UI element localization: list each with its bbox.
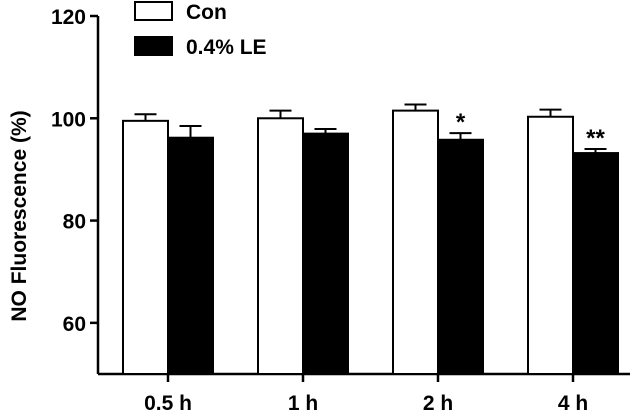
legend-item: 0.4% LE [134,36,267,59]
bar [122,119,169,376]
x-axis: 0.5 h 1 h 2 h 4 h [98,372,630,415]
y-axis: 60 80 100 120 [51,6,100,374]
legend: Con 0.4% LE [134,1,267,59]
legend-swatch [134,1,173,21]
y-tick-label: 60 [63,313,86,336]
bar [527,115,574,375]
bar-group: * [392,103,484,375]
y-tick-label: 80 [63,211,86,234]
significance-label: * [456,109,466,136]
x-tick-label: 1 h [288,392,318,415]
y-tick-label: 100 [51,108,86,131]
bar [392,109,439,375]
legend-label: Con [186,1,227,24]
bar-group [122,113,214,376]
legend-swatch [134,36,173,56]
y-axis-label: NO Fluorescence (%) [8,110,31,321]
legend-label: 0.4% LE [186,36,267,59]
bar-group [257,109,349,375]
x-tick-label: 2 h [423,392,453,415]
bar [572,152,619,375]
x-tick-label: 4 h [558,392,588,415]
bar [167,136,214,375]
y-tick-label: 120 [51,6,86,29]
legend-item: Con [134,1,227,24]
significance-label: ** [586,125,605,152]
bar [437,138,484,375]
bar [302,132,349,375]
bar-groups: *** [122,103,619,376]
bar-group: ** [527,108,619,375]
bar [257,117,304,375]
x-tick-label: 0.5 h [144,392,192,415]
